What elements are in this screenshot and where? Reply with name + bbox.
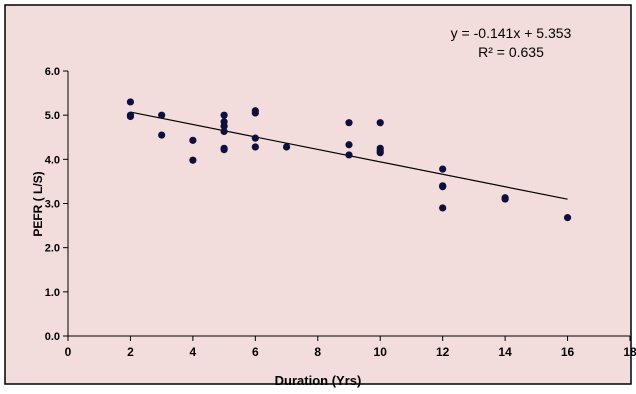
- data-point: [376, 119, 384, 127]
- x-tick-label: 8: [314, 345, 321, 359]
- data-point: [251, 109, 259, 117]
- x-tick-label: 2: [127, 345, 134, 359]
- data-point: [376, 149, 384, 157]
- data-point: [126, 112, 135, 121]
- y-tick-label: 4.0: [45, 154, 60, 166]
- data-point: [189, 136, 197, 144]
- data-point: [189, 156, 197, 164]
- chart-area: [4, 4, 632, 385]
- x-tick-label: 12: [436, 345, 450, 359]
- x-tick-label: 10: [374, 345, 388, 359]
- y-tick-label: 6.0: [45, 66, 60, 78]
- data-point: [220, 127, 228, 136]
- data-point: [220, 122, 228, 130]
- y-tick-label: 0.0: [45, 331, 60, 343]
- data-point: [345, 151, 353, 159]
- data-point: [439, 165, 447, 173]
- data-point: [251, 134, 259, 142]
- data-point: [220, 111, 228, 119]
- data-point: [282, 143, 291, 151]
- data-point: [439, 204, 447, 212]
- y-tick-label: 5.0: [45, 110, 60, 122]
- data-point: [563, 214, 572, 222]
- data-point: [220, 146, 228, 154]
- x-tick-label: 18: [623, 345, 636, 359]
- trendline-equation: y = -0.141x + 5.353: [451, 25, 572, 41]
- x-tick-label: 14: [498, 345, 512, 359]
- x-axis-label: Duration (Yrs): [275, 373, 362, 388]
- data-point: [501, 195, 509, 203]
- data-point: [345, 119, 353, 127]
- data-point: [158, 131, 166, 139]
- data-point: [345, 141, 353, 149]
- data-point: [126, 98, 135, 106]
- data-point: [251, 143, 259, 151]
- x-tick-label: 16: [561, 345, 575, 359]
- y-tick-label: 2.0: [45, 243, 60, 255]
- data-point: [158, 111, 166, 119]
- x-tick-label: 0: [65, 345, 72, 359]
- r-squared-label: R² = 0.635: [478, 44, 544, 60]
- x-tick-label: 6: [252, 345, 259, 359]
- y-tick-label: 1.0: [45, 287, 60, 299]
- x-tick-label: 4: [190, 345, 197, 359]
- y-axis-label: PEFR ( L/S): [31, 171, 45, 236]
- y-tick-label: 3.0: [45, 199, 60, 211]
- data-point: [439, 183, 447, 191]
